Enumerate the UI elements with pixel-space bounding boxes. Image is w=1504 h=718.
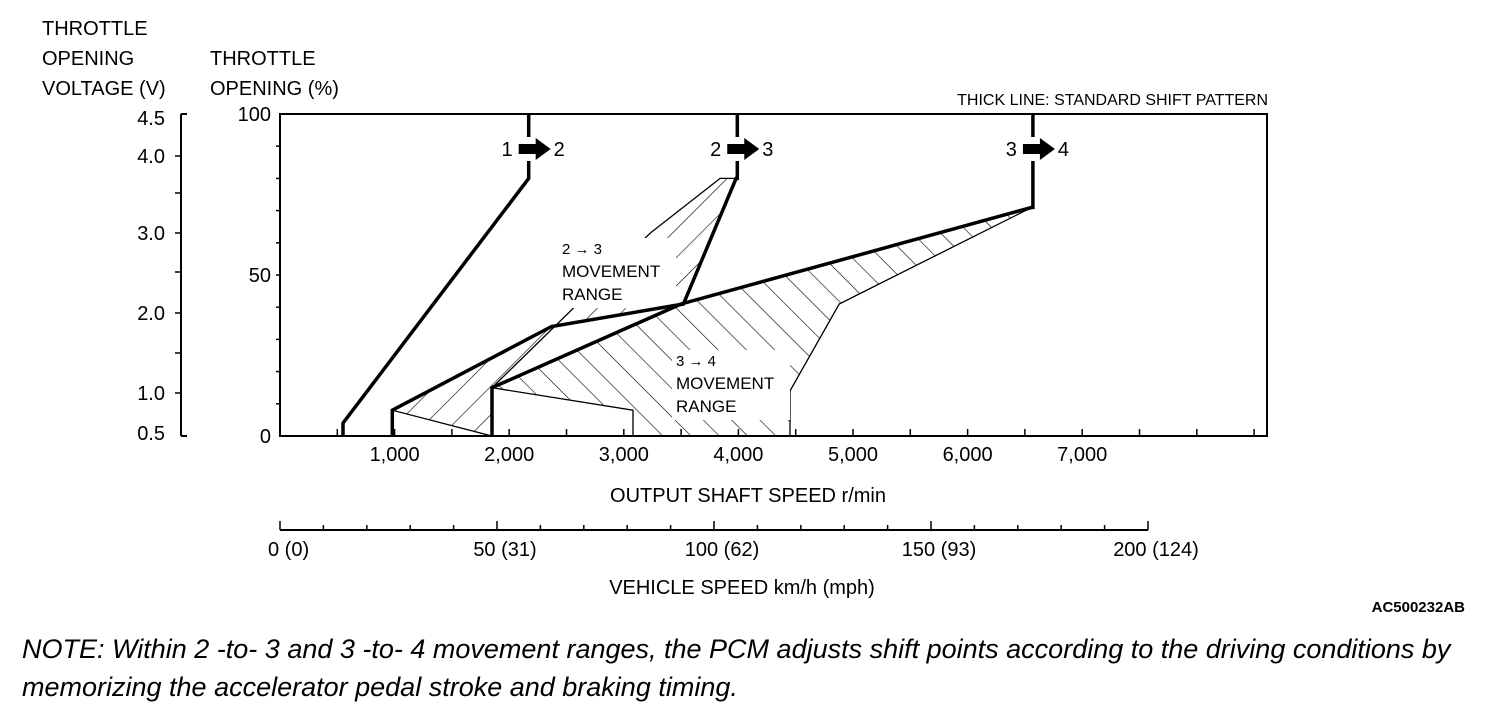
region-label: 2 → 3 [562, 241, 602, 258]
vehicle-speed-axis-title: VEHICLE SPEED km/h (mph) [609, 577, 875, 599]
x-axis-title: OUTPUT SHAFT SPEED r/min [610, 485, 886, 507]
x-tick-label: 5,000 [828, 444, 878, 466]
left-axis-title-line: THROTTLE [42, 18, 148, 40]
y-axis-title: THROTTLE OPENING (%) [210, 48, 339, 100]
left-tick-label: 1.0 [137, 383, 165, 405]
y-axis-title-line: OPENING (%) [210, 78, 339, 100]
left-tick-label: 0.5 [137, 423, 165, 445]
shift-arrow-icon [1022, 138, 1055, 160]
shift-label-from: 2 [710, 139, 721, 161]
x-tick-label: 2,000 [484, 444, 534, 466]
vehicle-speed-tick-label: 50 (31) [473, 539, 536, 561]
y-tick-label: 50 [249, 265, 271, 287]
shift-label-from: 1 [502, 139, 513, 161]
vehicle-speed-axis: 0 (0) 50 (31) 100 (62) 150 (93) 200 (124) [268, 521, 1199, 561]
x-axis: 1,000 2,000 3,000 4,000 5,000 6,000 7,000 [336, 429, 1255, 466]
y-tick-label: 100 [238, 104, 271, 126]
vehicle-speed-tick-label: 0 (0) [268, 539, 309, 561]
shift-label-from: 3 [1006, 139, 1017, 161]
plot-frame [279, 113, 1268, 437]
note-text: NOTE: Within 2 -to- 3 and 3 -to- 4 movem… [22, 634, 1451, 702]
x-tick-label: 7,000 [1057, 444, 1107, 466]
left-axis-title: THROTTLE OPENING VOLTAGE (V) [42, 18, 166, 100]
shift-pattern-chart: THROTTLE OPENING VOLTAGE (V) THROTTLE OP… [42, 18, 1466, 616]
y-axis: 100 50 0 [238, 104, 280, 448]
left-axis-title-line: OPENING [42, 48, 134, 70]
left-axis-title-line: VOLTAGE (V) [42, 78, 166, 100]
x-tick-label: 6,000 [943, 444, 993, 466]
shift-label-to: 2 [554, 139, 565, 161]
left-tick-label: 4.0 [137, 146, 165, 168]
left-voltage-axis: 4.5 4.0 3.0 2.0 1.0 0.5 [137, 108, 187, 445]
left-tick-label: 4.5 [137, 108, 165, 130]
x-tick-label: 4,000 [713, 444, 763, 466]
shift-labels: 1 2 2 3 3 4 [502, 137, 1069, 161]
region-label: MOVEMENT [562, 262, 660, 281]
vehicle-speed-tick-label: 100 (62) [685, 539, 760, 561]
x-tick-label: 1,000 [370, 444, 420, 466]
region-label: RANGE [562, 285, 622, 304]
left-tick-label: 2.0 [137, 303, 165, 325]
region-label-bg [558, 238, 676, 308]
legend-note: THICK LINE: STANDARD SHIFT PATTERN [957, 92, 1268, 109]
region-label-bg [672, 350, 790, 420]
left-tick-label: 3.0 [137, 223, 165, 245]
shift-label-to: 3 [762, 139, 773, 161]
y-tick-label: 0 [260, 426, 271, 448]
shift-line [490, 114, 1035, 436]
vehicle-speed-tick-label: 200 (124) [1113, 539, 1199, 561]
region-label: 3 → 4 [676, 353, 716, 370]
x-tick-label: 3,000 [599, 444, 649, 466]
shift-arrow-icon [518, 138, 551, 160]
vehicle-speed-tick-label: 150 (93) [902, 539, 977, 561]
shift-arrow-icon [727, 138, 760, 160]
y-axis-title-line: THROTTLE [210, 48, 316, 70]
movement-regions: 2 → 3 MOVEMENT RANGE 3 → 4 MOVEMENT RANGE [390, 177, 1033, 437]
region-label: MOVEMENT [676, 374, 774, 393]
figure-code: AC500232AB [1372, 599, 1466, 616]
region-label: RANGE [676, 397, 736, 416]
shift-label-to: 4 [1058, 139, 1069, 161]
